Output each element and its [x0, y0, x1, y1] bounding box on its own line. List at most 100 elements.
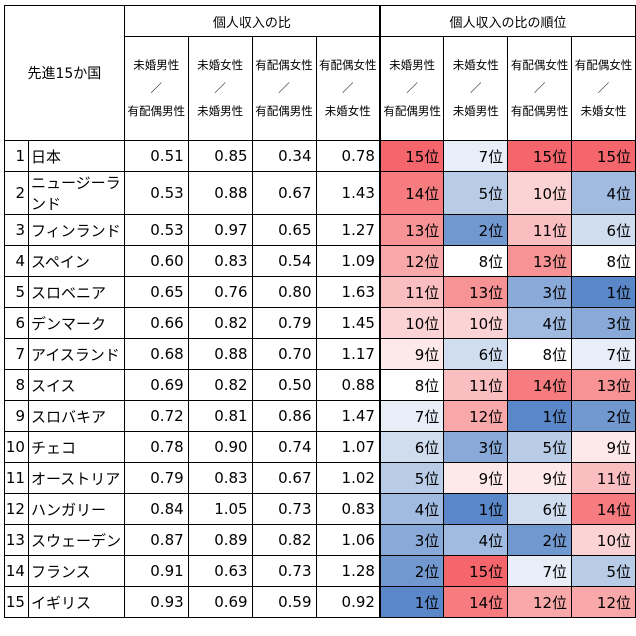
- ratio-cell: 1.06: [315, 524, 381, 556]
- column-header-line: 未婚男性: [452, 104, 499, 118]
- rank-cell: 2位: [443, 214, 509, 246]
- rank-cell: 6位: [507, 493, 573, 525]
- rank-cell: 11位: [443, 369, 509, 401]
- ratio-column-header: 未婚女性 ／ 未婚男性: [187, 36, 253, 141]
- ratio-column-header: 未婚男性 ／ 有配偶男性: [123, 36, 189, 141]
- rank-cell: 14位: [571, 493, 636, 525]
- ratio-cell: 0.79: [251, 307, 317, 339]
- rank-cell: 7位: [571, 338, 636, 370]
- rank-cell: 12位: [571, 586, 636, 618]
- table-row: 1 日本 0.51 0.85 0.34 0.78 15位 7位 15位 15位: [4, 140, 636, 172]
- ratio-cell: 0.88: [187, 171, 253, 215]
- column-header-line: ／: [278, 81, 290, 95]
- column-header-line: ／: [214, 81, 226, 95]
- country-name: デンマーク: [27, 307, 125, 339]
- rank-column-header: 有配偶女性 ／ 有配偶男性: [507, 36, 573, 141]
- country-name: ニュージーランド: [27, 171, 125, 215]
- rank-cell: 7位: [443, 140, 509, 172]
- ratio-cell: 0.68: [123, 338, 189, 370]
- row-index: 14: [4, 555, 29, 587]
- country-name: スウェーデン: [27, 524, 125, 556]
- column-header-line: 有配偶男性: [255, 104, 313, 118]
- rank-column-header: 有配偶女性 ／ 未婚女性: [571, 36, 636, 141]
- ratio-cell: 0.88: [187, 338, 253, 370]
- country-name: チェコ: [27, 431, 125, 463]
- row-index: 8: [4, 369, 29, 401]
- column-header-line: 未婚男性: [133, 58, 180, 72]
- country-name: スロバキア: [27, 400, 125, 432]
- rank-cell: 7位: [378, 400, 445, 432]
- ratio-cell: 0.53: [123, 214, 189, 246]
- corner-label: 先進15か国: [4, 5, 125, 141]
- rank-cell: 1位: [443, 493, 509, 525]
- ratio-cell: 0.89: [187, 524, 253, 556]
- column-header-line: ／: [597, 81, 610, 95]
- rank-cell: 10位: [443, 307, 509, 339]
- ratio-column-header: 有配偶女性 ／ 有配偶男性: [251, 36, 317, 141]
- table-row: 12 ハンガリー 0.84 1.05 0.73 0.83 4位 1位 6位 14位: [4, 493, 636, 525]
- rank-cell: 4位: [378, 493, 445, 525]
- country-name: 日本: [27, 140, 125, 172]
- rank-cell: 8位: [507, 338, 573, 370]
- country-name: オーストリア: [27, 462, 125, 494]
- rank-cell: 10位: [507, 171, 573, 215]
- table-row: 8 スイス 0.69 0.82 0.50 0.88 8位 11位 14位 13位: [4, 369, 636, 401]
- income-ratio-table: 先進15か国 個人収入の比 個人収入の比の順位 未婚男性／有配偶男性 未婚女性／未…: [4, 5, 636, 618]
- ratio-cell: 0.76: [187, 276, 253, 308]
- row-index: 15: [4, 586, 29, 618]
- column-header-line: 有配偶男性: [383, 104, 441, 118]
- column-header-line: 未婚男性: [389, 58, 436, 72]
- rank-cell: 15位: [571, 140, 636, 172]
- ratio-cell: 0.90: [187, 431, 253, 463]
- ratio-cell: 1.63: [315, 276, 381, 308]
- column-header-line: ／: [406, 81, 418, 95]
- column-header-line: ／: [470, 81, 482, 95]
- ratio-cell: 0.92: [315, 586, 381, 618]
- table-row: 14 フランス 0.91 0.63 0.73 1.28 2位 15位 7位 5位: [4, 555, 636, 587]
- row-index: 13: [4, 524, 29, 556]
- ratio-cell: 0.83: [315, 493, 381, 525]
- rank-cell: 9位: [571, 431, 636, 463]
- rank-cell: 11位: [507, 214, 573, 246]
- ratio-cell: 0.86: [251, 400, 317, 432]
- ratio-cell: 1.47: [315, 400, 381, 432]
- ratio-cell: 0.83: [187, 462, 253, 494]
- rank-cell: 6位: [378, 431, 445, 463]
- country-name: フィンランド: [27, 214, 125, 246]
- rank-cell: 9位: [378, 338, 445, 370]
- row-index: 9: [4, 400, 29, 432]
- rank-cell: 13位: [571, 369, 636, 401]
- ratio-cell: 0.51: [123, 140, 189, 172]
- column-header-line: 有配偶男性: [510, 104, 569, 118]
- country-name: スペイン: [27, 245, 125, 277]
- column-header-line: 未婚女性: [197, 58, 244, 72]
- ratio-cell: 0.34: [251, 140, 317, 172]
- table-row: 10 チェコ 0.78 0.90 0.74 1.07 6位 3位 5位 9位: [4, 431, 636, 463]
- column-header-line: ／: [533, 81, 546, 95]
- rank-cell: 12位: [443, 400, 509, 432]
- country-name: フランス: [27, 555, 125, 587]
- table-row: 9 スロバキア 0.72 0.81 0.86 1.47 7位 12位 1位 2位: [4, 400, 636, 432]
- ratio-cell: 0.82: [187, 307, 253, 339]
- rank-cell: 8位: [443, 245, 509, 277]
- rank-cell: 2位: [378, 555, 445, 587]
- rank-cell: 10位: [378, 307, 445, 339]
- column-header-line: 未婚女性: [452, 58, 499, 72]
- ratio-cell: 0.66: [123, 307, 189, 339]
- column-header-line: 未婚男性: [197, 104, 244, 118]
- rank-cell: 15位: [378, 140, 445, 172]
- ratio-cell: 0.60: [123, 245, 189, 277]
- row-index: 4: [4, 245, 29, 277]
- ratio-cell: 0.87: [123, 524, 189, 556]
- ratio-cell: 0.70: [251, 338, 317, 370]
- ratio-cell: 1.07: [315, 431, 381, 463]
- rank-cell: 14位: [378, 171, 445, 215]
- row-index: 2: [4, 171, 29, 215]
- ratio-cell: 1.09: [315, 245, 381, 277]
- rank-cell: 11位: [378, 276, 445, 308]
- ratio-cell: 0.79: [123, 462, 189, 494]
- rank-cell: 7位: [507, 555, 573, 587]
- ratio-cell: 0.67: [251, 171, 317, 215]
- row-index: 3: [4, 214, 29, 246]
- rank-cell: 8位: [571, 245, 636, 277]
